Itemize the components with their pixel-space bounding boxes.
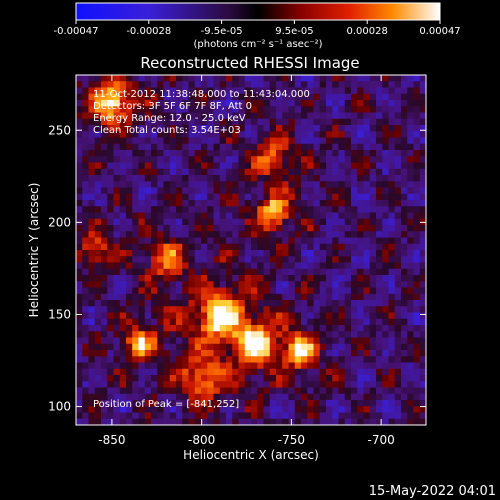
chart-title: Reconstructed RHESSI Image bbox=[140, 54, 359, 72]
axis-ticks: -850 -800 -750 -700 100 150 200 250 bbox=[48, 75, 426, 447]
colorbar: -0.00047 -0.00028 -9.5e-05 9.5e-05 0.000… bbox=[54, 2, 461, 50]
colorbar-tick-label: -9.5e-05 bbox=[201, 26, 243, 37]
y-tick-label: 200 bbox=[48, 215, 71, 229]
colorbar-tick-label: -0.00028 bbox=[126, 26, 171, 37]
y-tick-label: 150 bbox=[48, 307, 71, 321]
x-tick-label: -850 bbox=[98, 433, 125, 447]
footer-timestamp: 15-May-2022 04:01 bbox=[369, 484, 496, 499]
peak-position-label: Position of Peak = [-841,252] bbox=[93, 399, 239, 410]
y-tick-label: 250 bbox=[48, 123, 71, 137]
colorbar-gradient bbox=[75, 2, 441, 21]
x-tick-label: -700 bbox=[368, 433, 395, 447]
colorbar-ticks bbox=[75, 20, 441, 24]
colorbar-tick-label: 0.00047 bbox=[419, 26, 460, 37]
x-tick-label: -750 bbox=[278, 433, 305, 447]
colorbar-tick-label: 0.00028 bbox=[347, 26, 388, 37]
plot-frame bbox=[75, 74, 427, 426]
colorbar-units: (photons cm⁻² s⁻¹ asec⁻²) bbox=[193, 39, 322, 50]
heatmap-image bbox=[76, 75, 426, 425]
annotations: 11-Oct-2012 11:38:48.000 to 11:43:04.000… bbox=[93, 89, 310, 410]
y-tick-label: 100 bbox=[48, 400, 71, 414]
x-axis-label: Heliocentric X (arcsec) bbox=[183, 448, 319, 462]
x-tick-label: -800 bbox=[188, 433, 215, 447]
y-axis-label: Heliocentric Y (arcsec) bbox=[27, 183, 41, 318]
colorbar-tick-label: -0.00047 bbox=[54, 26, 99, 37]
clean-counts-label: Clean Total counts: 3.54E+03 bbox=[93, 125, 241, 136]
detectors-label: Detectors: 3F 5F 6F 7F 8F, Att 0 bbox=[93, 101, 252, 112]
energy-range-label: Energy Range: 12.0 - 25.0 keV bbox=[93, 113, 246, 124]
time-range-label: 11-Oct-2012 11:38:48.000 to 11:43:04.000 bbox=[93, 89, 310, 100]
colorbar-tick-label: 9.5e-05 bbox=[275, 26, 313, 37]
